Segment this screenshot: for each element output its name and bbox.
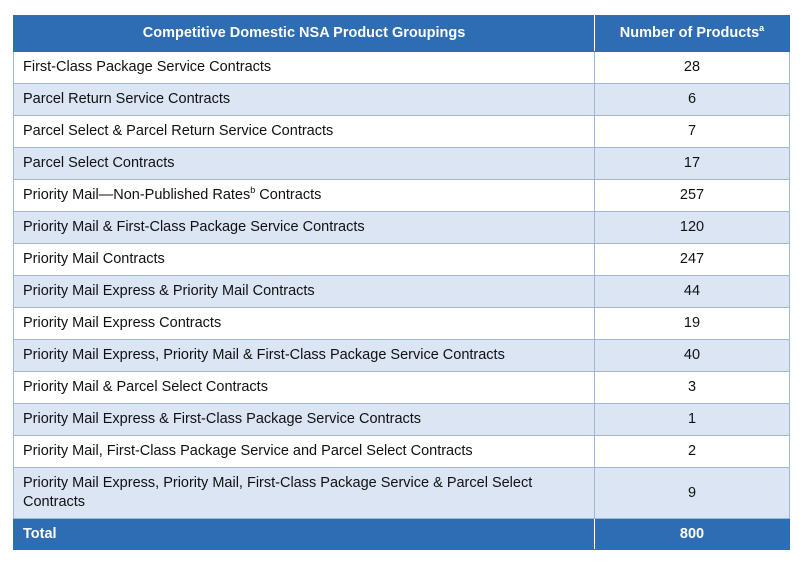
row-value: 120 bbox=[594, 211, 790, 244]
row-name: Priority Mail, First-Class Package Servi… bbox=[13, 435, 595, 468]
table-row: Priority Mail Express & Priority Mail Co… bbox=[13, 275, 790, 308]
row-name: Parcel Return Service Contracts bbox=[13, 83, 595, 116]
row-value: 2 bbox=[594, 435, 790, 468]
row-value: 3 bbox=[594, 371, 790, 404]
row-name: Priority Mail & Parcel Select Contracts bbox=[13, 371, 595, 404]
header-row: Competitive Domestic NSA Product Groupin… bbox=[13, 15, 790, 52]
table-row: Parcel Select Contracts 17 bbox=[13, 147, 790, 180]
table-row: Parcel Select & Parcel Return Service Co… bbox=[13, 115, 790, 148]
row-value: 257 bbox=[594, 179, 790, 212]
row-name: Parcel Select & Parcel Return Service Co… bbox=[13, 115, 595, 148]
row-value: 44 bbox=[594, 275, 790, 308]
row-name-part: Contracts bbox=[255, 187, 322, 203]
total-value: 800 bbox=[594, 518, 790, 550]
table-row: Priority Mail—Non-Published Ratesb Contr… bbox=[13, 179, 790, 212]
row-name: Priority Mail—Non-Published Ratesb Contr… bbox=[13, 179, 595, 212]
table-body: First-Class Package Service Contracts 28… bbox=[13, 51, 790, 519]
row-name: Priority Mail Express Contracts bbox=[13, 307, 595, 340]
table-row: Priority Mail Contracts 247 bbox=[13, 243, 790, 276]
nsa-product-groupings-table-container: Competitive Domestic NSA Product Groupin… bbox=[13, 15, 790, 550]
total-row: Total 800 bbox=[13, 518, 790, 550]
row-name: Priority Mail Express, Priority Mail & F… bbox=[13, 339, 595, 372]
row-value: 19 bbox=[594, 307, 790, 340]
row-name: Parcel Select Contracts bbox=[13, 147, 595, 180]
row-name: Priority Mail & First-Class Package Serv… bbox=[13, 211, 595, 244]
nsa-product-groupings-table: Competitive Domestic NSA Product Groupin… bbox=[13, 15, 790, 550]
row-value: 247 bbox=[594, 243, 790, 276]
row-name-footnote: b bbox=[250, 185, 256, 196]
row-name: Priority Mail Express, Priority Mail, Fi… bbox=[13, 467, 595, 519]
row-value: 17 bbox=[594, 147, 790, 180]
row-name: Priority Mail Contracts bbox=[13, 243, 595, 276]
table-row: Priority Mail & First-Class Package Serv… bbox=[13, 211, 790, 244]
header-count: Number of Productsa bbox=[594, 15, 790, 52]
table-row: Priority Mail Express & First-Class Pack… bbox=[13, 403, 790, 436]
row-value: 6 bbox=[594, 83, 790, 116]
row-value: 9 bbox=[594, 467, 790, 519]
header-count-footnote: a bbox=[759, 23, 765, 34]
table-row: Priority Mail Express, Priority Mail, Fi… bbox=[13, 467, 790, 519]
header-count-label: Number of Products bbox=[619, 25, 760, 41]
row-name: Priority Mail Express & First-Class Pack… bbox=[13, 403, 595, 436]
table-row: First-Class Package Service Contracts 28 bbox=[13, 51, 790, 84]
row-value: 40 bbox=[594, 339, 790, 372]
row-value: 7 bbox=[594, 115, 790, 148]
total-label: Total bbox=[13, 518, 595, 550]
table-footer: Total 800 bbox=[13, 518, 790, 550]
table-row: Priority Mail Express, Priority Mail & F… bbox=[13, 339, 790, 372]
header-groupings: Competitive Domestic NSA Product Groupin… bbox=[13, 15, 595, 52]
table-header: Competitive Domestic NSA Product Groupin… bbox=[13, 15, 790, 52]
row-value: 1 bbox=[594, 403, 790, 436]
row-name: First-Class Package Service Contracts bbox=[13, 51, 595, 84]
row-name: Priority Mail Express & Priority Mail Co… bbox=[13, 275, 595, 308]
row-name-part: Priority Mail—Non-Published Rates bbox=[23, 187, 251, 203]
table-row: Priority Mail Express Contracts 19 bbox=[13, 307, 790, 340]
table-row: Priority Mail, First-Class Package Servi… bbox=[13, 435, 790, 468]
header-groupings-label: Competitive Domestic NSA Product Groupin… bbox=[142, 25, 466, 41]
table-row: Priority Mail & Parcel Select Contracts … bbox=[13, 371, 790, 404]
row-value: 28 bbox=[594, 51, 790, 84]
table-row: Parcel Return Service Contracts 6 bbox=[13, 83, 790, 116]
